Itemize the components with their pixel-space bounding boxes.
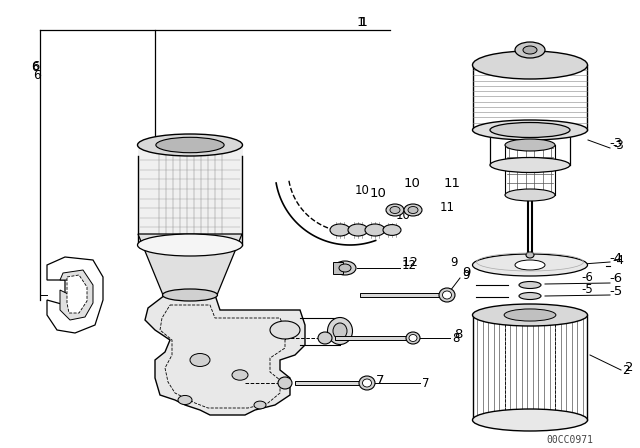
Text: 10: 10 xyxy=(404,177,421,190)
Text: 00CC0971: 00CC0971 xyxy=(547,435,593,445)
Text: 2: 2 xyxy=(625,361,634,374)
Text: 12: 12 xyxy=(402,258,417,271)
Ellipse shape xyxy=(386,204,404,216)
Ellipse shape xyxy=(404,204,422,216)
Ellipse shape xyxy=(362,379,371,387)
Text: -6: -6 xyxy=(609,271,622,284)
Bar xyxy=(333,262,343,274)
Ellipse shape xyxy=(505,189,555,201)
Bar xyxy=(138,145,243,245)
Ellipse shape xyxy=(490,122,570,138)
Ellipse shape xyxy=(390,207,400,214)
Ellipse shape xyxy=(472,51,588,79)
Text: -3: -3 xyxy=(612,138,624,151)
Ellipse shape xyxy=(519,281,541,289)
Polygon shape xyxy=(67,275,87,313)
Ellipse shape xyxy=(270,321,300,339)
Polygon shape xyxy=(60,270,93,320)
Text: 1: 1 xyxy=(357,16,365,29)
Ellipse shape xyxy=(504,309,556,321)
Ellipse shape xyxy=(359,376,375,390)
Bar xyxy=(360,293,445,297)
Ellipse shape xyxy=(519,293,541,300)
Ellipse shape xyxy=(406,332,420,344)
Ellipse shape xyxy=(472,120,588,140)
Text: -6: -6 xyxy=(581,271,593,284)
Text: 10: 10 xyxy=(396,208,411,221)
Ellipse shape xyxy=(278,377,292,389)
Ellipse shape xyxy=(439,288,455,302)
Text: 9: 9 xyxy=(450,255,458,268)
Ellipse shape xyxy=(383,224,401,235)
Ellipse shape xyxy=(472,304,588,326)
Ellipse shape xyxy=(328,318,353,345)
Ellipse shape xyxy=(178,396,192,405)
Ellipse shape xyxy=(163,289,218,301)
Ellipse shape xyxy=(515,260,545,270)
Ellipse shape xyxy=(254,401,266,409)
Text: 1: 1 xyxy=(360,16,367,29)
Ellipse shape xyxy=(523,46,537,54)
Text: -4: -4 xyxy=(609,251,622,264)
Ellipse shape xyxy=(409,335,417,341)
Ellipse shape xyxy=(515,42,545,58)
Text: -4: -4 xyxy=(612,254,624,267)
Ellipse shape xyxy=(365,224,385,236)
Text: 8: 8 xyxy=(454,327,462,340)
Polygon shape xyxy=(138,234,242,295)
Ellipse shape xyxy=(190,353,210,366)
Text: 6: 6 xyxy=(31,60,40,73)
Ellipse shape xyxy=(333,323,347,339)
Text: 10: 10 xyxy=(370,186,387,199)
Bar xyxy=(335,336,410,340)
Text: 1: 1 xyxy=(360,16,367,29)
Ellipse shape xyxy=(156,137,224,153)
Text: 7: 7 xyxy=(376,374,385,387)
Text: 12: 12 xyxy=(402,255,419,268)
Ellipse shape xyxy=(348,224,368,236)
Text: 9: 9 xyxy=(462,266,470,279)
Ellipse shape xyxy=(526,252,534,258)
Text: -5: -5 xyxy=(581,283,593,296)
Ellipse shape xyxy=(339,264,351,272)
Text: 2: 2 xyxy=(622,363,630,376)
Ellipse shape xyxy=(442,291,451,299)
Ellipse shape xyxy=(232,370,248,380)
Polygon shape xyxy=(47,257,103,333)
Text: -5: -5 xyxy=(609,284,622,297)
Ellipse shape xyxy=(138,234,243,256)
Ellipse shape xyxy=(472,254,588,276)
Text: 11: 11 xyxy=(444,177,461,190)
Text: 11: 11 xyxy=(440,201,455,214)
Text: 9: 9 xyxy=(462,268,470,281)
Ellipse shape xyxy=(318,332,332,344)
Text: 6: 6 xyxy=(33,69,40,82)
Text: 8: 8 xyxy=(452,332,460,345)
Text: -3: -3 xyxy=(609,137,622,150)
Text: 10: 10 xyxy=(355,184,370,197)
Text: 7: 7 xyxy=(422,376,429,389)
Ellipse shape xyxy=(490,158,570,172)
Ellipse shape xyxy=(505,139,555,151)
Ellipse shape xyxy=(138,134,243,156)
Polygon shape xyxy=(145,295,305,415)
Text: 6: 6 xyxy=(31,60,38,73)
Ellipse shape xyxy=(408,207,418,214)
Ellipse shape xyxy=(334,261,356,275)
Ellipse shape xyxy=(330,224,350,236)
Ellipse shape xyxy=(472,409,588,431)
Bar xyxy=(295,381,365,385)
